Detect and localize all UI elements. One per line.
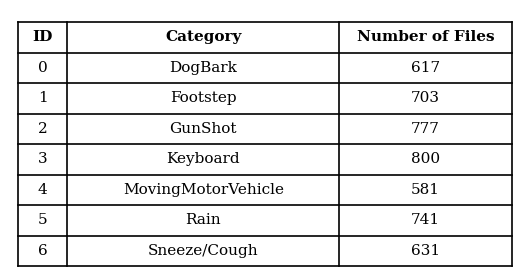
Text: 581: 581	[411, 183, 440, 197]
Text: 2: 2	[38, 122, 48, 136]
Text: 631: 631	[411, 244, 440, 258]
Text: 800: 800	[411, 152, 440, 166]
Text: Number of Files: Number of Files	[357, 30, 494, 44]
Text: 1: 1	[38, 91, 48, 105]
Text: 3: 3	[38, 152, 48, 166]
Text: ID: ID	[32, 30, 53, 44]
Text: 4: 4	[38, 183, 48, 197]
Text: GunShot: GunShot	[170, 122, 237, 136]
Text: Category: Category	[165, 30, 242, 44]
Text: 6: 6	[38, 244, 48, 258]
Text: Rain: Rain	[186, 213, 221, 227]
Text: Footstep: Footstep	[170, 91, 236, 105]
Text: 777: 777	[411, 122, 440, 136]
Text: Keyboard: Keyboard	[166, 152, 240, 166]
Text: 703: 703	[411, 91, 440, 105]
Text: 0: 0	[38, 61, 48, 75]
Text: DogBark: DogBark	[169, 61, 237, 75]
Text: MovingMotorVehicle: MovingMotorVehicle	[123, 183, 284, 197]
Text: 5: 5	[38, 213, 48, 227]
Text: 617: 617	[411, 61, 440, 75]
Text: Sneeze/Cough: Sneeze/Cough	[148, 244, 259, 258]
Text: 741: 741	[411, 213, 440, 227]
